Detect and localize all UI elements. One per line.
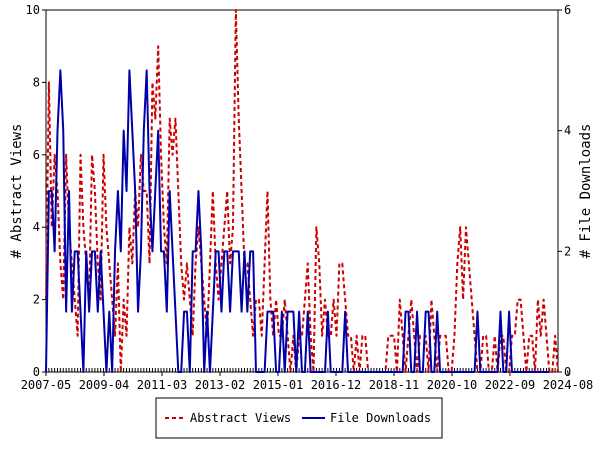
- x-tick-label: 2022-09: [485, 378, 536, 392]
- x-tick-label: 2020-10: [427, 378, 478, 392]
- series-line-file-downloads: [45, 69, 550, 373]
- y-left-tick-label: 0: [33, 365, 40, 379]
- y-left-tick-label: 4: [33, 220, 40, 234]
- legend-label-abstract-views: Abstract Views: [190, 411, 291, 425]
- x-tick-label: 2007-05: [21, 378, 72, 392]
- series-layer: [45, 9, 559, 373]
- y-left-tick-label: 2: [33, 293, 40, 307]
- x-tick-label: 2013-02: [195, 378, 246, 392]
- y-right-tick-label: 2: [564, 244, 571, 258]
- x-tick-label: 2024-08: [543, 378, 594, 392]
- x-tick-label: 2011-03: [137, 378, 188, 392]
- x-tick-label: 2016-12: [311, 378, 362, 392]
- y-left-tick-label: 6: [33, 148, 40, 162]
- y-left-axis: 0 2 4 6 8 10: [26, 3, 46, 379]
- y-left-tick-label: 8: [33, 75, 40, 89]
- y-right-axis-title: # File Downloads: [578, 124, 594, 259]
- legend-box: [155, 397, 443, 439]
- x-tick-label: 2018-11: [369, 378, 420, 392]
- x-tick-label: 2009-04: [79, 378, 130, 392]
- legend: Abstract Views File Downloads: [155, 397, 443, 439]
- y-left-axis-title: # Abstract Views: [9, 124, 25, 259]
- y-right-axis: 0 2 4 6: [558, 3, 571, 379]
- y-right-tick-label: 4: [564, 124, 571, 138]
- y-right-tick-label: 6: [564, 3, 571, 17]
- y-left-tick-label: 10: [26, 3, 40, 17]
- legend-label-file-downloads: File Downloads: [330, 411, 431, 425]
- x-tick-label: 2015-01: [253, 378, 304, 392]
- y-right-tick-label: 0: [564, 365, 571, 379]
- series-line-abstract-views: [45, 9, 559, 373]
